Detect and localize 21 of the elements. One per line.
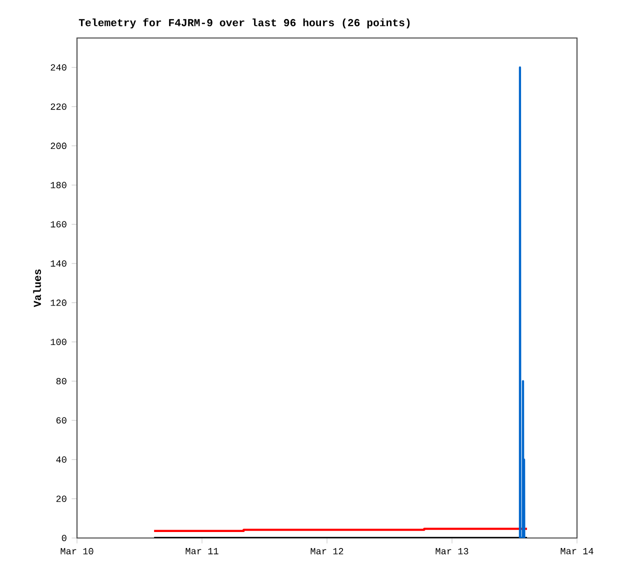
y-tick-label: 140 [50, 260, 66, 267]
x-tick-label: Mar 13 [436, 548, 468, 554]
y-tick-label: 240 [50, 64, 66, 71]
chart-title: Telemetry for F4JRM-9 over last 96 hours (26 points) [78, 18, 410, 28]
x-tick-label: Mar 14 [560, 548, 594, 554]
y-tick-label: 80 [56, 378, 66, 384]
x-tick-label: Mar 11 [186, 548, 218, 554]
y-tick-label: 160 [50, 221, 66, 228]
y-tick-label: 220 [50, 103, 66, 110]
y-tick-label: 20 [56, 496, 66, 502]
y-tick-label: 180 [50, 182, 66, 188]
y-tick-label: 200 [50, 142, 66, 149]
y-tick-label: 40 [56, 456, 66, 463]
y-tick-label: 120 [50, 300, 66, 306]
y-axis-title: Values [33, 269, 41, 308]
line-series [518, 66, 526, 538]
y-tick-label: 0 [62, 534, 66, 542]
x-tick-label: Mar 10 [60, 548, 94, 554]
x-tick-label: Mar 12 [310, 548, 344, 554]
y-tick-label: 60 [56, 417, 66, 424]
y-tick-label: 100 [50, 338, 66, 346]
